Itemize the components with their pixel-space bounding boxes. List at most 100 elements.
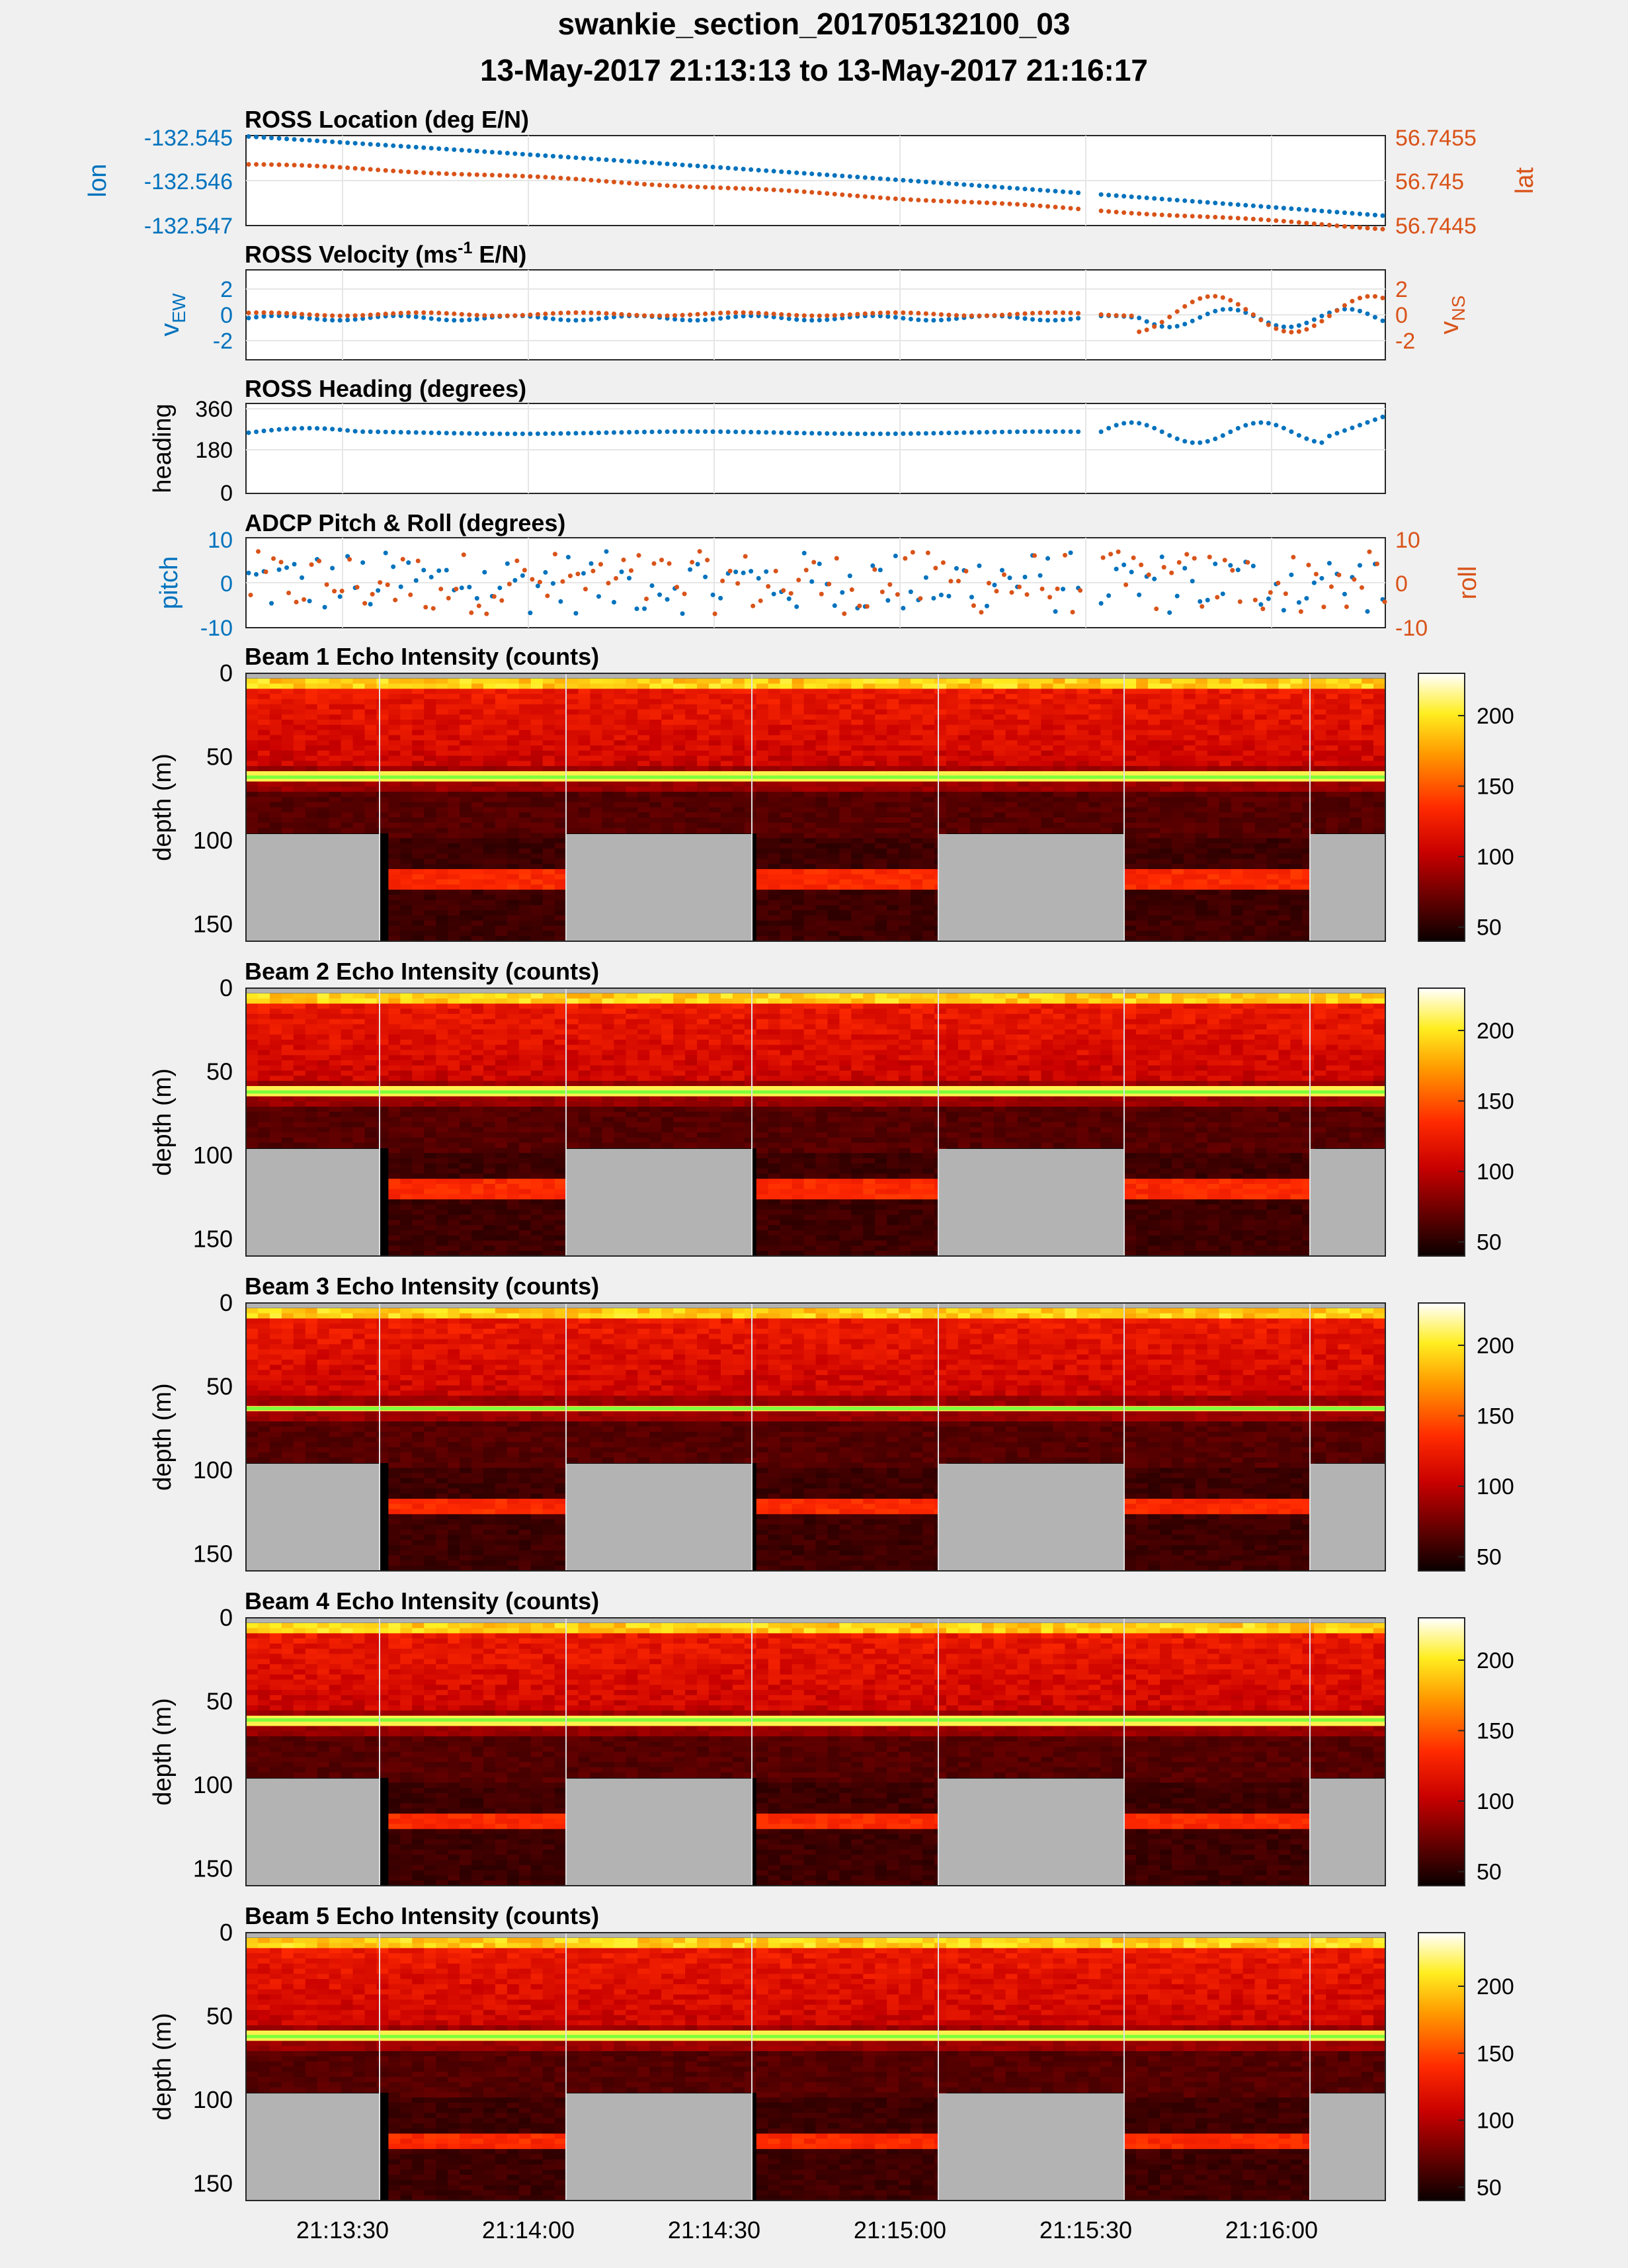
heatmap-cell: [293, 735, 306, 741]
lat-point: [1137, 211, 1142, 216]
heatmap-cell: [839, 812, 852, 818]
heatmap-cell: [554, 905, 567, 911]
heatmap-cell: [424, 761, 436, 767]
heatmap-cell: [792, 833, 805, 839]
heatmap-cell: [1183, 678, 1196, 685]
heatmap-cell: [352, 709, 366, 715]
heatmap-cell: [887, 884, 899, 890]
heatmap-cell: [1195, 838, 1208, 844]
heatmap-cell: [424, 704, 436, 710]
heatmap-cell: [578, 781, 591, 787]
heatmap-cell: [1326, 750, 1338, 757]
vns-point: [695, 312, 700, 317]
heatmap-cell: [400, 879, 413, 885]
heatmap-cell: [281, 730, 294, 736]
heatmap-cell: [530, 755, 544, 762]
heading-point: [512, 431, 518, 437]
heatmap-cell: [400, 786, 413, 792]
heatmap-cell: [1219, 750, 1232, 757]
heatmap-cell: [792, 735, 805, 741]
heatmap-cell: [257, 827, 270, 834]
vew-point: [1228, 306, 1233, 312]
heading-point: [1357, 423, 1362, 428]
heatmap-cell: [460, 755, 472, 762]
heatmap-cell: [495, 714, 508, 720]
heatmap-cell: [815, 936, 829, 942]
vns-point: [459, 312, 464, 317]
heatmap-cell: [1195, 735, 1208, 741]
heatmap-cell: [827, 694, 840, 700]
lon-point: [398, 144, 403, 149]
heatmap-cell: [1171, 678, 1184, 685]
lat-point: [764, 187, 769, 192]
vns-point: [489, 313, 495, 318]
lat-point: [421, 170, 427, 175]
heatmap-cell: [471, 766, 484, 772]
heatmap-cell: [649, 807, 662, 813]
lat-point: [961, 199, 967, 204]
heatmap-cell: [827, 755, 840, 762]
lat-point: [1030, 202, 1036, 208]
heatmap-cell: [1136, 698, 1149, 705]
heading-point: [786, 430, 792, 435]
heatmap-cell: [887, 843, 899, 849]
heatmap-cell: [1350, 755, 1362, 762]
vns-point: [771, 312, 776, 317]
heatmap-cell: [542, 694, 555, 700]
heatmap-cell: [1124, 714, 1137, 720]
heatmap-cell: [269, 786, 282, 792]
heatmap-cell: [1314, 822, 1326, 829]
heatmap-cell: [1231, 827, 1244, 834]
heatmap-cell: [590, 720, 603, 726]
heatmap-cell: [744, 776, 757, 782]
vns-point: [855, 312, 860, 317]
pitch-point: [1114, 566, 1119, 571]
heatmap-cell: [518, 818, 532, 823]
vew-point: [1061, 317, 1066, 323]
heatmap-cell: [1148, 786, 1160, 792]
heatmap-cell: [863, 868, 875, 875]
lat-point: [1243, 216, 1248, 222]
heatmap-cell: [911, 714, 923, 720]
heatmap-cell: [436, 735, 448, 741]
heatmap-cell: [1112, 730, 1125, 736]
heatmap-cell: [1136, 931, 1149, 937]
heatmap-cell: [899, 694, 911, 700]
vew-point: [1274, 323, 1279, 328]
heatmap-cell: [471, 720, 484, 726]
heatmap-cell: [756, 678, 769, 685]
heatmap-cell: [792, 853, 805, 859]
heatmap-cell: [1350, 781, 1362, 787]
heatmap-cell: [1124, 678, 1137, 685]
heatmap-cell: [1242, 704, 1256, 710]
heatmap-cell: [1183, 925, 1196, 932]
heatmap-cell: [1136, 802, 1149, 808]
heatmap-cell: [1242, 771, 1256, 777]
heatmap-cell: [1005, 771, 1018, 777]
heatmap-cell: [1373, 755, 1386, 762]
heatmap-cell: [946, 796, 959, 803]
heatmap-cell: [637, 698, 650, 705]
heatmap-cell: [637, 781, 650, 787]
heatmap-cell: [542, 915, 555, 921]
vns-point: [512, 313, 518, 318]
heatmap-cell: [1171, 807, 1184, 813]
heatmap-cell: [911, 874, 923, 880]
heading-point: [847, 431, 852, 437]
heatmap-cell: [803, 735, 817, 741]
heatmap-cell: [1219, 884, 1232, 890]
pitch-point: [893, 554, 898, 559]
heatmap-cell: [1100, 735, 1113, 741]
heatmap-cell: [1112, 761, 1125, 767]
heatmap-cell: [530, 827, 544, 834]
roll-point: [1328, 584, 1334, 589]
heatmap-cell: [1171, 868, 1184, 875]
heatmap-cell: [792, 915, 805, 921]
pitch-point: [269, 601, 274, 606]
heatmap-cell: [1302, 848, 1315, 855]
heatmap-cell: [697, 689, 710, 694]
heatmap-cell: [875, 720, 887, 726]
heatmap-cell: [875, 905, 887, 911]
heatmap-cell: [1159, 879, 1172, 885]
heatmap-cell: [460, 766, 472, 772]
